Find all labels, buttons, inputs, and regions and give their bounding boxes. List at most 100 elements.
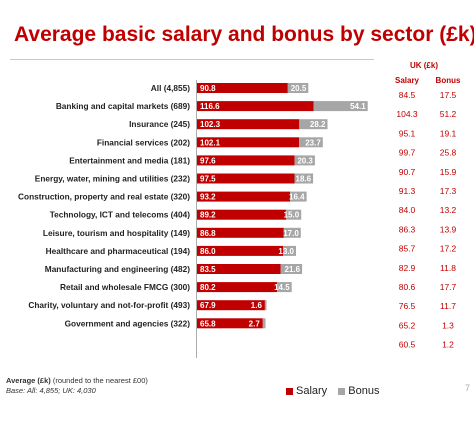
page-number: 7 bbox=[465, 383, 471, 393]
bonus-bar bbox=[299, 137, 323, 148]
uk-salary-cell: 91.3 bbox=[399, 186, 416, 196]
uk-salary-cell: 95.1 bbox=[399, 128, 416, 138]
legend-bonus-swatch bbox=[338, 387, 346, 395]
salary-bar bbox=[197, 101, 314, 112]
salary-value-label: 89.2 bbox=[200, 211, 216, 220]
uk-salary-cell: 99.7 bbox=[399, 148, 416, 158]
bonus-value-label: 21.6 bbox=[285, 265, 301, 274]
bonus-bar bbox=[283, 245, 296, 256]
bonus-value-label: 17.0 bbox=[283, 229, 299, 238]
bonus-bar bbox=[299, 119, 328, 130]
bonus-bar bbox=[287, 83, 309, 93]
uk-salary-cell: 104.3 bbox=[396, 109, 418, 119]
salary-bar bbox=[197, 191, 291, 202]
category-label: Technology, ICT and telecoms (404) bbox=[50, 210, 191, 220]
bonus-bar bbox=[280, 264, 303, 274]
category-label: All (4,855) bbox=[151, 83, 190, 93]
category-label: Construction, property and real estate (… bbox=[18, 192, 190, 202]
uk-bonus-cell: 19.1 bbox=[440, 128, 457, 138]
salary-value-label: 93.2 bbox=[200, 193, 216, 202]
bonus-value-label: 18.6 bbox=[296, 175, 312, 184]
bonus-value-label: 20.3 bbox=[297, 156, 313, 165]
footnote: Average (£k) (rounded to the nearest £00… bbox=[6, 376, 148, 395]
category-label: Retail and wholesale FMCG (300) bbox=[60, 282, 190, 292]
uk-bonus-cell: 13.9 bbox=[440, 224, 457, 234]
bonus-bar bbox=[290, 191, 307, 202]
salary-bar bbox=[197, 155, 295, 166]
salary-bar bbox=[197, 245, 283, 256]
uk-bonus-cell: 17.5 bbox=[440, 90, 457, 100]
uk-bonus-cell: 1.3 bbox=[442, 320, 454, 330]
uk-table-caption: UK (£k) bbox=[410, 61, 438, 70]
salary-bar bbox=[197, 264, 281, 274]
uk-bonus-header: Bonus bbox=[436, 76, 461, 85]
category-label: Healthcare and pharmaceutical (194) bbox=[46, 246, 191, 256]
salary-bar bbox=[197, 119, 300, 130]
bonus-bar bbox=[286, 209, 302, 220]
salary-bar bbox=[197, 282, 278, 293]
uk-bonus-cell: 51.2 bbox=[440, 109, 457, 119]
salary-value-label: 97.5 bbox=[200, 175, 216, 184]
uk-bonus-cell: 25.8 bbox=[440, 148, 457, 158]
uk-salary-cell: 80.6 bbox=[399, 282, 416, 292]
salary-bar bbox=[197, 173, 295, 184]
bonus-value-label: 13.0 bbox=[278, 247, 294, 256]
uk-bonus-cell: 11.7 bbox=[440, 301, 456, 311]
bonus-bar bbox=[277, 282, 292, 293]
bonus-bar bbox=[313, 101, 368, 112]
uk-bonus-cell: 15.9 bbox=[440, 167, 457, 177]
legend-salary-swatch bbox=[286, 387, 293, 395]
bonus-value-label: 1.6 bbox=[251, 301, 263, 310]
footnote-base: Base: All: 4,855; UK: 4,030 bbox=[6, 385, 96, 395]
salary-value-label: 86.8 bbox=[200, 229, 216, 238]
salary-bar bbox=[197, 137, 300, 148]
bonus-value-label: 15.0 bbox=[284, 211, 300, 220]
uk-bonus-cell: 13.2 bbox=[440, 205, 457, 215]
salary-value-label: 83.5 bbox=[200, 265, 216, 274]
category-label: Charity, voluntary and not-for-profit (4… bbox=[28, 300, 190, 310]
salary-bar bbox=[197, 300, 265, 311]
category-label: Manufacturing and engineering (482) bbox=[45, 264, 190, 274]
title-divider bbox=[10, 59, 374, 60]
bonus-value-label: 54.1 bbox=[350, 102, 366, 111]
salary-bar bbox=[197, 209, 287, 220]
uk-salary-cell: 76.5 bbox=[399, 301, 416, 311]
bonus-bar bbox=[294, 173, 314, 184]
uk-salary-cell: 90.7 bbox=[399, 167, 416, 177]
bonus-bar bbox=[283, 227, 301, 238]
salary-bar bbox=[197, 227, 284, 238]
category-label: Leisure, tourism and hospitality (149) bbox=[43, 228, 190, 238]
category-label: Financial services (202) bbox=[97, 137, 190, 147]
bonus-value-label: 16.4 bbox=[289, 193, 305, 202]
uk-salary-cell: 84.0 bbox=[399, 205, 416, 215]
category-label: Banking and capital markets (689) bbox=[56, 101, 190, 111]
salary-value-label: 65.8 bbox=[200, 319, 216, 328]
salary-value-label: 102.3 bbox=[200, 120, 221, 129]
salary-value-label: 67.9 bbox=[200, 301, 216, 310]
uk-salary-cell: 86.3 bbox=[399, 224, 416, 234]
salary-value-label: 86.0 bbox=[200, 247, 216, 256]
salary-value-label: 116.6 bbox=[200, 102, 220, 111]
uk-salary-cell: 82.9 bbox=[399, 263, 416, 273]
category-label: Insurance (245) bbox=[129, 119, 190, 129]
bonus-value-label: 20.5 bbox=[291, 84, 307, 93]
salary-bar bbox=[197, 83, 288, 93]
bonus-value-label: 14.5 bbox=[274, 283, 290, 292]
uk-bonus-cell: 17.7 bbox=[440, 282, 457, 292]
salary-value-label: 90.8 bbox=[200, 84, 216, 93]
category-label: Government and agencies (322) bbox=[65, 318, 191, 328]
uk-salary-header: Salary bbox=[395, 76, 420, 85]
salary-value-label: 97.6 bbox=[200, 156, 216, 165]
salary-value-label: 102.1 bbox=[200, 138, 221, 147]
uk-salary-cell: 84.5 bbox=[399, 90, 416, 100]
bonus-value-label: 28.2 bbox=[310, 120, 326, 129]
salary-bar bbox=[197, 318, 263, 329]
uk-bonus-cell: 11.8 bbox=[440, 263, 456, 273]
salary-value-label: 80.2 bbox=[200, 283, 216, 292]
uk-bonus-cell: 1.2 bbox=[442, 340, 454, 350]
footnote-bold: Average (£k) bbox=[6, 376, 51, 385]
chart-title: Average basic salary and bonus by sector… bbox=[14, 23, 474, 46]
legend: Salary Bonus bbox=[286, 385, 379, 397]
bonus-value-label: 2.7 bbox=[249, 319, 261, 328]
uk-bonus-cell: 17.2 bbox=[440, 244, 457, 254]
